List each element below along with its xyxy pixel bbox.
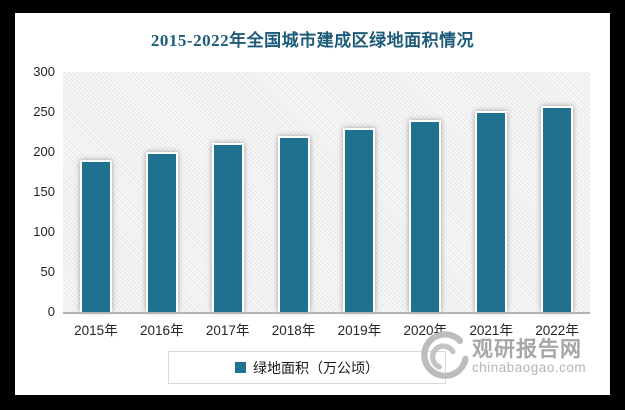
bar-slot — [392, 72, 458, 312]
chart-title: 2015-2022年全国城市建成区绿地面积情况 — [150, 31, 475, 50]
watermark: 观研报告网 chinabaogao.com — [415, 330, 586, 384]
x-tick-label: 2018年 — [271, 323, 316, 338]
y-tick-label: 200 — [33, 144, 55, 159]
x-tick-label: 2021年 — [469, 323, 513, 338]
y-tick-label: 0 — [47, 304, 55, 319]
bar-2017年 — [211, 143, 244, 312]
x-axis-line — [63, 312, 590, 314]
bar-slot — [261, 72, 327, 312]
y-tick-label: 300 — [33, 64, 55, 79]
bar-2020年 — [409, 120, 442, 312]
bar-slot — [524, 72, 590, 312]
watermark-brand: 观研报告网 — [472, 337, 582, 361]
y-tick-label: 50 — [40, 264, 55, 279]
x-tick-label: 2017年 — [205, 323, 250, 338]
bar-2018年 — [277, 136, 310, 312]
x-tick-label: 2016年 — [140, 323, 184, 338]
bar-2015年 — [79, 160, 112, 312]
bar-slot — [129, 72, 195, 312]
y-tick-label: 150 — [33, 184, 55, 199]
swirl-logo-icon — [421, 331, 469, 379]
legend-label: 绿地面积（万公顷） — [253, 359, 379, 376]
bar-2019年 — [343, 128, 376, 312]
x-tick-label: 2015年 — [74, 323, 118, 338]
bar-2021年 — [475, 111, 508, 312]
plot-area — [63, 72, 590, 312]
bar-slot — [195, 72, 261, 312]
bar-slot — [63, 72, 129, 312]
bar-slot — [327, 72, 393, 312]
x-axis: 2015年 2016年 2017年 2018年 2019年 2020年 2021年 2022年 — [63, 319, 590, 339]
y-tick-label: 250 — [33, 104, 55, 119]
legend: 绿地面积（万公顷） — [168, 351, 446, 384]
legend-swatch — [235, 362, 246, 373]
x-tick-label: 2022年 — [535, 323, 579, 338]
chart-canvas: 2015-2022年全国城市建成区绿地面积情况 300 250 200 150 100 5… — [15, 13, 610, 395]
bar-2022年 — [541, 105, 574, 312]
watermark-url: chinabaogao.com — [472, 359, 587, 375]
y-tick-label: 100 — [33, 224, 55, 239]
bar-slot — [458, 72, 524, 312]
x-tick-label: 2019年 — [337, 323, 382, 338]
bar-2016年 — [145, 152, 178, 312]
